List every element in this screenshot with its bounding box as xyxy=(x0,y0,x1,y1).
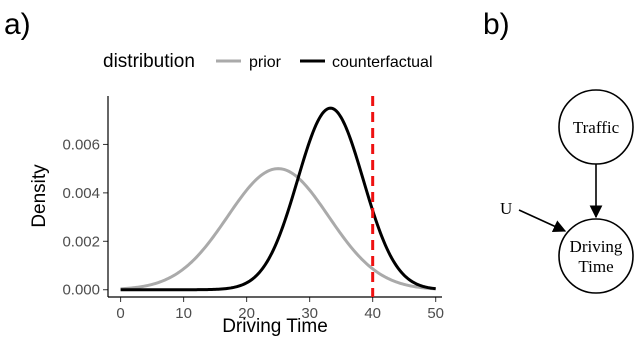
y-tick-label: 0.002 xyxy=(62,233,100,250)
y-tick-label: 0.000 xyxy=(62,282,100,299)
node-driving-time-label-line2: Time xyxy=(578,257,613,276)
series-line-prior xyxy=(120,167,436,291)
y-axis: 0.000 0.002 0.004 0.006 xyxy=(62,136,108,299)
legend-title: distribution xyxy=(103,51,195,72)
node-driving-time xyxy=(558,218,634,294)
panel-b-label: b) xyxy=(483,8,510,41)
x-tick-label: 0 xyxy=(116,305,124,322)
causal-diagram: Traffic Driving Time U xyxy=(500,89,634,294)
x-axis-title: Driving Time xyxy=(222,316,328,337)
node-driving-time-label-line1: Driving xyxy=(570,237,623,256)
plot-area: 0.000 0.002 0.004 0.006 0 10 20 30 40 50 xyxy=(62,96,444,322)
x-tick-label: 30 xyxy=(301,305,318,322)
y-tick-label: 0.006 xyxy=(62,136,100,153)
x-axis: 0 10 20 30 40 50 xyxy=(116,297,444,322)
node-u-label: U xyxy=(500,199,512,218)
legend-label-counterfactual: counterfactual xyxy=(332,54,433,71)
edge-u-to-driving-time xyxy=(518,209,567,233)
node-traffic-label: Traffic xyxy=(573,118,620,137)
x-tick-label: 50 xyxy=(427,305,444,322)
x-tick-label: 40 xyxy=(364,305,381,322)
y-axis-title: Density xyxy=(29,164,50,228)
panel-a-label: a) xyxy=(4,8,31,41)
legend: distribution prior counterfactual xyxy=(103,51,433,72)
legend-label-prior: prior xyxy=(249,54,282,71)
series-line-counterfactual xyxy=(120,106,436,292)
y-tick-label: 0.004 xyxy=(62,185,100,202)
x-tick-label: 20 xyxy=(238,305,255,322)
x-tick-label: 10 xyxy=(175,305,192,322)
